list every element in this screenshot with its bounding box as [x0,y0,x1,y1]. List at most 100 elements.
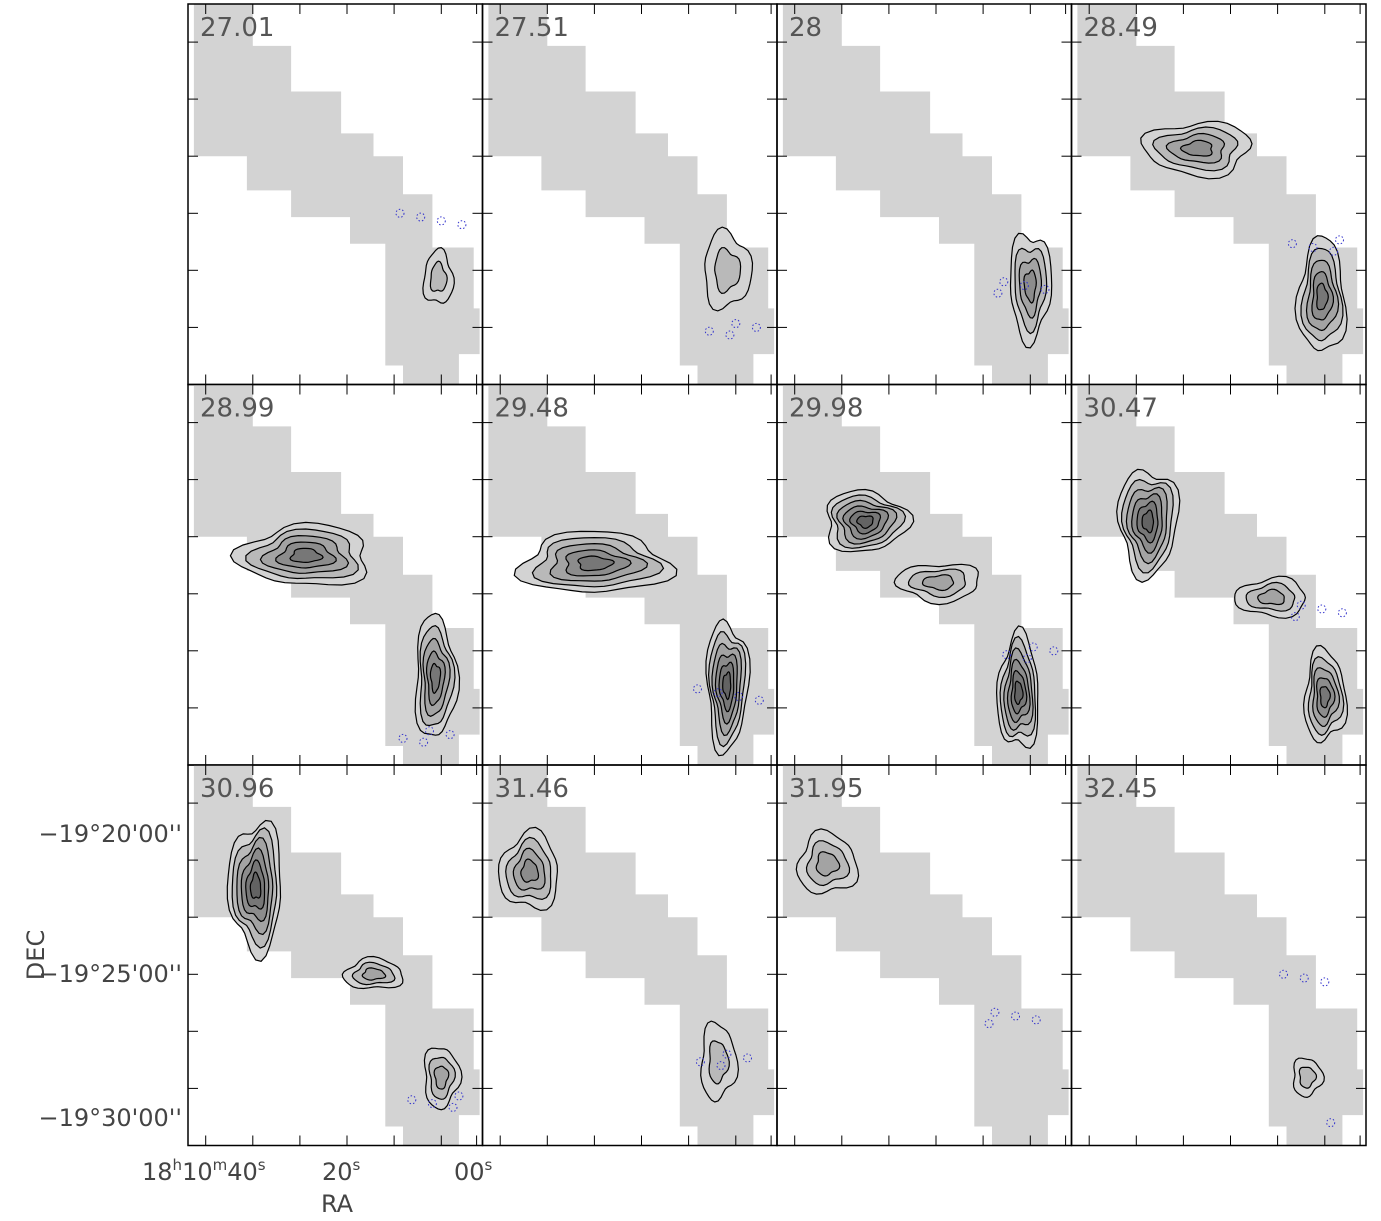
negative-contour [695,1057,705,1067]
coverage-region [488,4,775,385]
channel-panels: 27.01 27.51 28 28.49 28.99 29.48 29.98 30.47 30.… [187,3,1367,1147]
channel-panel: 28 [776,3,1073,386]
negative-contour [416,212,426,222]
negative-contour [693,684,702,694]
channel-panel: 32.45 [1070,764,1367,1147]
negative-contour [1022,654,1032,663]
negative-contour [743,1053,752,1063]
contour-level [520,858,540,883]
negative-contour [1019,281,1029,291]
x-tick-label-1: 18h10m40s [142,1156,266,1186]
x-tick-label-2: 20s [322,1156,361,1186]
channel-panel: 27.01 [187,3,484,386]
velocity-label: 31.95 [789,774,863,804]
negative-contour [398,733,408,743]
negative-contour [713,688,723,698]
negative-contour [1296,600,1306,610]
contour-level [429,662,442,694]
velocity-label: 30.47 [1084,394,1158,424]
negative-contour [419,737,429,747]
contour-level [1141,509,1155,534]
negative-contour [754,695,764,705]
coverage-region [1077,765,1364,1146]
contour-level [433,1065,450,1090]
negative-contour [1320,977,1330,987]
coverage-region [1077,4,1364,385]
channel-panel: 29.98 [776,383,1073,766]
y-tick-label-1: −19°20'00'' [38,820,182,848]
contour-level [249,871,262,899]
negative-contour [1317,604,1327,614]
channel-panel: 29.48 [481,383,778,766]
contour-level [1257,588,1285,606]
negative-contour [1040,284,1050,294]
negative-contour [984,1019,994,1029]
negative-contour [1028,642,1038,652]
negative-contour [731,319,741,329]
negative-contour [1337,608,1347,618]
contour-level [1023,269,1037,304]
contour-level [856,515,874,530]
velocity-label: 32.45 [1084,774,1158,804]
negative-contour [993,288,1003,298]
negative-contour [425,726,434,736]
contour-level [1316,282,1329,311]
axes: −19°20'00'' −19°25'00'' −19°30'00'' 18h1… [22,820,493,1218]
negative-contour [751,322,761,332]
contour-level [1013,680,1024,706]
negative-contour [1287,239,1297,249]
contour-level [722,671,732,701]
velocity-label: 27.01 [200,13,274,43]
contour-level [815,851,841,877]
channel-panel: 28.49 [1070,3,1367,386]
channel-panel: 27.51 [481,3,778,386]
channel-panel: 28.99 [187,383,484,766]
velocity-label: 31.46 [495,774,569,804]
panel-frame [1070,764,1367,1147]
contour-level [289,547,324,564]
channel-panel: 30.47 [1070,383,1367,766]
velocity-label: 27.51 [495,13,569,43]
channel-panel: 30.96 [187,764,484,1147]
negative-contour [725,330,735,340]
y-tick-label-3: −19°30'00'' [38,1104,182,1132]
x-axis-title: RA [321,1190,354,1218]
contour-level [1179,139,1213,157]
negative-contour [1335,235,1344,245]
velocity-label: 28.49 [1084,13,1158,43]
velocity-label: 28.99 [200,394,274,424]
velocity-label: 30.96 [200,774,274,804]
x-tick-label-3: 00s [454,1156,493,1186]
negative-contour [734,692,744,701]
contour-level [921,574,955,592]
contour-level [714,247,742,295]
coverage-region [193,4,480,385]
negative-contour [407,1095,417,1105]
negative-contour [1329,246,1339,256]
negative-contour [1049,646,1059,656]
negative-contour [395,208,405,218]
channel-panel: 31.46 [481,764,778,1147]
contour-level [429,260,448,292]
contour-level [1298,1066,1318,1089]
negative-contour [448,1102,458,1112]
channel-panel: 31.95 [776,764,1073,1147]
contour-level [1319,686,1331,709]
negative-contour [999,277,1009,287]
negative-contour [436,216,446,226]
y-tick-label-2: −19°25'00'' [38,960,182,988]
contour-level [577,555,615,572]
negative-contour [1308,243,1318,252]
velocity-label: 29.48 [495,394,569,424]
velocity-label: 28 [789,13,822,43]
velocity-label: 29.98 [789,394,863,424]
negative-contour [1031,1015,1041,1025]
coverage-region [782,765,1069,1146]
negative-contour [454,1091,464,1101]
negative-contour [704,326,714,336]
negative-contour [1002,650,1012,660]
negative-contour [457,220,467,230]
coverage-region [488,765,775,1146]
y-axis-title: DEC [22,930,50,980]
